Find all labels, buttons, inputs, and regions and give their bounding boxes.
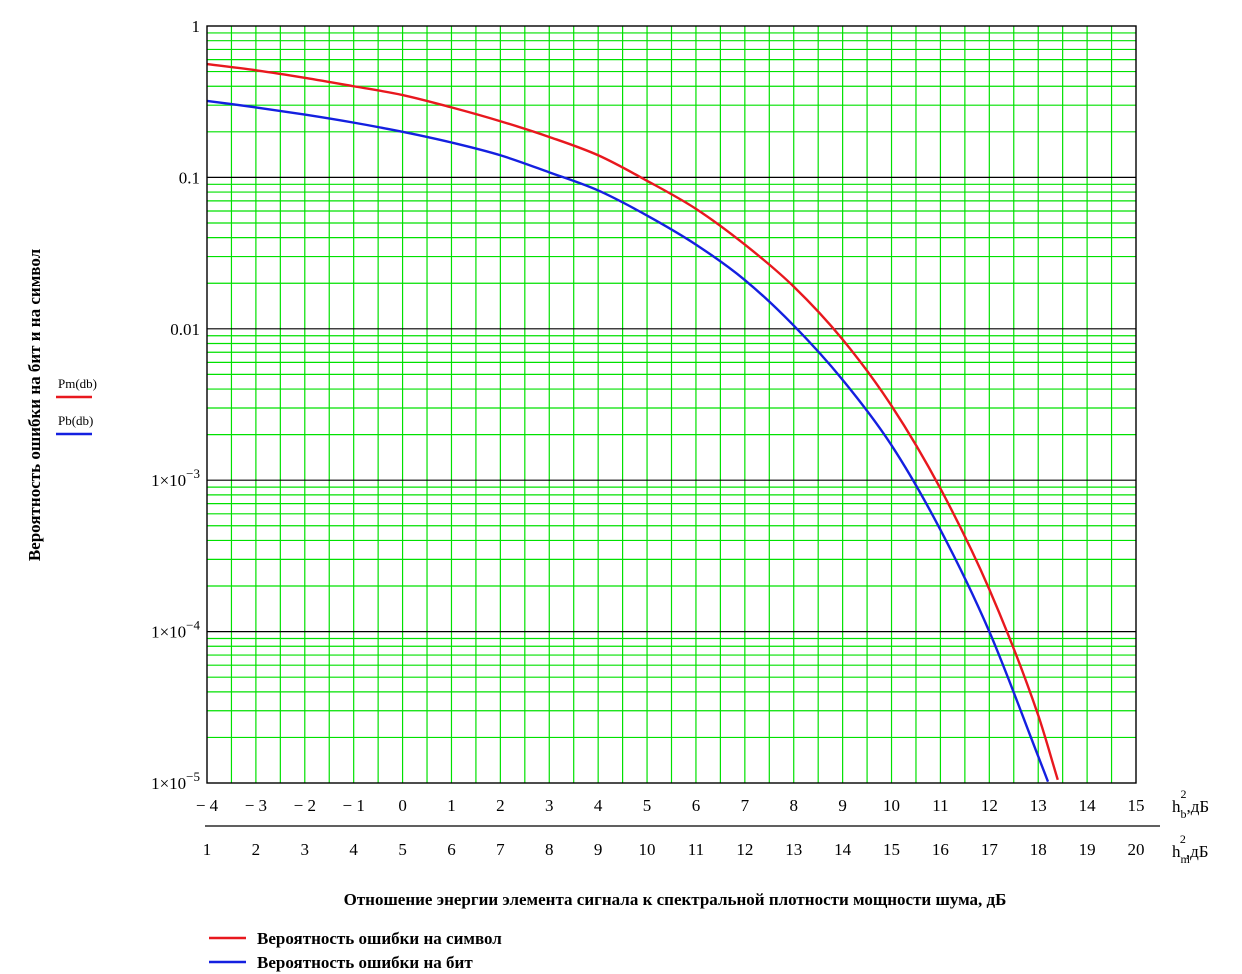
x-tick-label-b: 9 — [838, 796, 847, 815]
x-tick-label-b: 1 — [447, 796, 456, 815]
x-tick-label-b: 6 — [692, 796, 701, 815]
x-tick-label-m: 15 — [883, 840, 900, 859]
x-tick-label-b: 5 — [643, 796, 652, 815]
svg-text:hb2,дБ: hb2,дБ — [1172, 787, 1209, 821]
x-tick-label-b: 14 — [1079, 796, 1097, 815]
x-tick-label-m: 7 — [496, 840, 505, 859]
x-tick-label-m: 18 — [1030, 840, 1047, 859]
x-tick-label-b: 13 — [1030, 796, 1047, 815]
x-tick-labels: − 4− 3− 2− 1 0 1 2 3 4 5 6 7 8 9 10 11 12 13 14 151 2 3 4 5 6… — [196, 796, 1145, 859]
trace-legend: Pm(db) Pb(db) — [56, 376, 97, 436]
x-tick-label-b: 15 — [1128, 796, 1145, 815]
x-tick-label-m: 3 — [301, 840, 310, 859]
x-tick-label-m: 17 — [981, 840, 999, 859]
x-tick-label-m: 12 — [736, 840, 753, 859]
x-tick-label-b: 8 — [789, 796, 798, 815]
x-tick-label-m: 5 — [398, 840, 407, 859]
x-tick-label-m: 8 — [545, 840, 554, 859]
series-line-symbol-error — [206, 62, 1059, 781]
y-tick-label: 1×10−5 — [151, 769, 200, 793]
x-tick-label-b: − 1 — [343, 796, 365, 815]
x-tick-label-b: 12 — [981, 796, 998, 815]
x-axis-title: Отношение энергии элемента сигнала к спе… — [344, 890, 1007, 909]
x-tick-label-b: − 2 — [294, 796, 316, 815]
y-tick-label: 0.1 — [179, 168, 200, 187]
x-tick-label-m: 14 — [834, 840, 852, 859]
legend-label-bit: Вероятность ошибки на бит — [257, 953, 473, 972]
x-tick-label-m: 2 — [252, 840, 261, 859]
x-tick-label-b: − 4 — [196, 796, 219, 815]
x-tick-label-m: 1 — [203, 840, 212, 859]
x-tick-label-m: 9 — [594, 840, 603, 859]
legend: Вероятность ошибки на символ Вероятность… — [209, 929, 502, 972]
x-tick-label-b: 0 — [398, 796, 407, 815]
grid — [207, 26, 1136, 783]
y-tick-label: 1 — [192, 17, 201, 36]
x-tick-label-m: 16 — [932, 840, 949, 859]
y-tick-label: 1×10−3 — [151, 466, 200, 490]
svg-text:hm2,дБ: hm2,дБ — [1172, 832, 1209, 866]
x-tick-label-m: 13 — [785, 840, 802, 859]
x-tick-label-b: 4 — [594, 796, 603, 815]
x-tick-label-b: 7 — [741, 796, 750, 815]
legend-label-symbol: Вероятность ошибки на символ — [257, 929, 502, 948]
y-axis-title: Вероятность ошибки на бит и на символ — [25, 248, 44, 561]
x-tick-label-b: − 3 — [245, 796, 267, 815]
x-tick-label-m: 4 — [349, 840, 358, 859]
trace-label-pm: Pm(db) — [58, 376, 97, 391]
x-unit-b-label: hb2,дБ — [1172, 787, 1209, 821]
x-unit-m-label: hm2,дБ — [1172, 832, 1209, 866]
y-tick-label: 0.01 — [170, 320, 200, 339]
x-tick-label-b: 10 — [883, 796, 900, 815]
x-tick-label-m: 20 — [1128, 840, 1145, 859]
trace-label-pb: Pb(db) — [58, 413, 93, 428]
series-line-bit-error — [206, 99, 1050, 783]
x-tick-label-m: 10 — [639, 840, 656, 859]
x-tick-label-m: 19 — [1079, 840, 1096, 859]
x-tick-label-m: 6 — [447, 840, 456, 859]
x-tick-label-m: 11 — [688, 840, 704, 859]
y-tick-labels: 1 0.1 0.01 1×10−3 1×10−4 1×10−5 — [151, 17, 200, 793]
y-tick-label: 1×10−4 — [151, 618, 200, 642]
x-tick-label-b: 2 — [496, 796, 505, 815]
plot-border — [206, 25, 1137, 784]
x-tick-label-b: 11 — [932, 796, 948, 815]
plot-frame — [206, 25, 1137, 784]
x-tick-label-b: 3 — [545, 796, 554, 815]
curves — [206, 62, 1059, 783]
